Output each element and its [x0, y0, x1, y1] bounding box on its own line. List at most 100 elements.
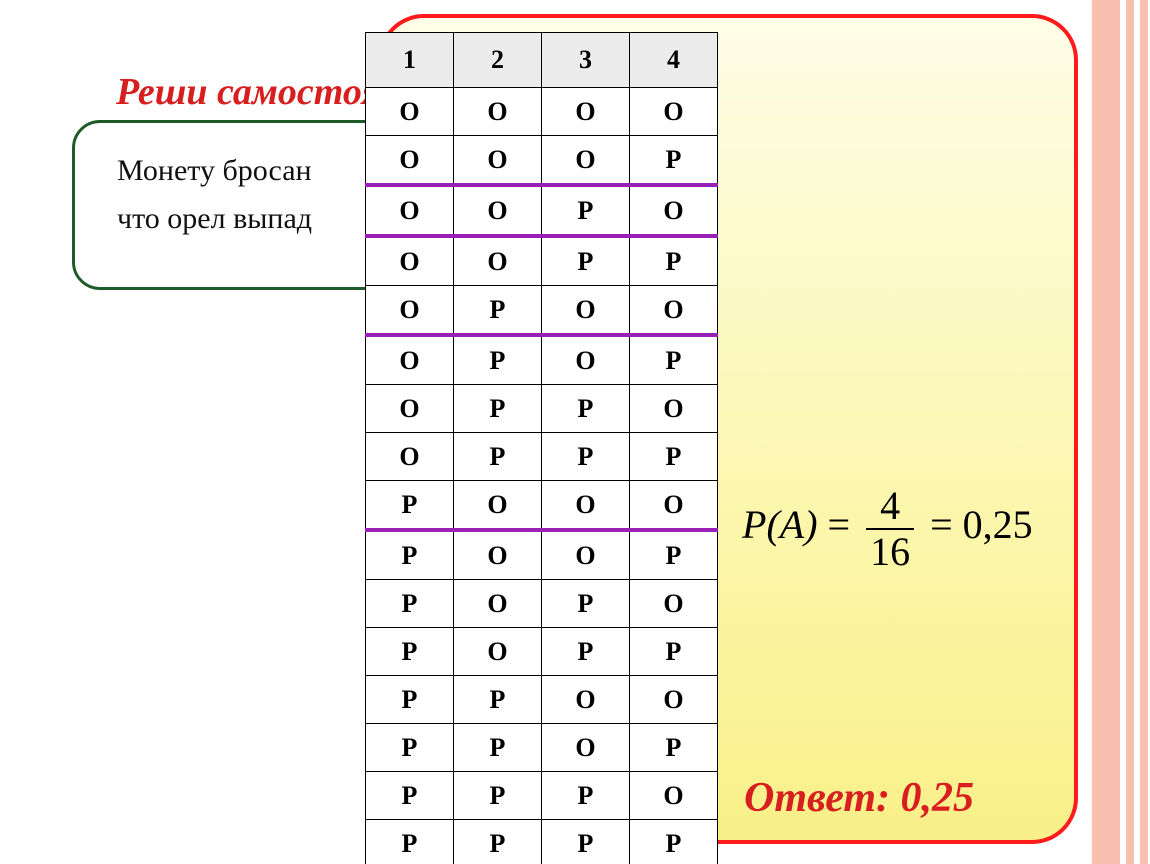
table-row: ООРР — [366, 236, 718, 286]
table-row: ОРРР — [366, 433, 718, 481]
table-cell: О — [454, 628, 542, 676]
table-cell: О — [542, 676, 630, 724]
answer-label: Ответ: 0,25 — [744, 774, 974, 822]
table-cell: Р — [542, 236, 630, 286]
table-cell: Р — [630, 335, 718, 385]
table-cell: О — [630, 88, 718, 136]
stripe-thin — [1140, 0, 1148, 864]
right-margin-stripes — [1092, 0, 1150, 864]
fraction: 4 16 — [866, 486, 914, 572]
table-cell: О — [366, 88, 454, 136]
table-row: РРОО — [366, 676, 718, 724]
table-row: ОРРО — [366, 385, 718, 433]
table-row: ОООО — [366, 88, 718, 136]
table-cell: О — [366, 385, 454, 433]
formula-result: 0,25 — [963, 502, 1033, 547]
table-cell: Р — [542, 433, 630, 481]
formula-lhs: P(A) — [742, 502, 828, 547]
stripe-bar — [1092, 0, 1120, 864]
table-cell: О — [454, 236, 542, 286]
table-cell: Р — [542, 185, 630, 236]
table-cell: О — [454, 185, 542, 236]
table-cell: О — [542, 88, 630, 136]
table-header-cell: 2 — [454, 33, 542, 88]
stripe-thin — [1126, 0, 1134, 864]
table-cell: Р — [542, 385, 630, 433]
table-cell: Р — [630, 724, 718, 772]
table-cell: О — [454, 580, 542, 628]
table-cell: Р — [454, 335, 542, 385]
table-cell: О — [630, 772, 718, 820]
table-cell: О — [630, 185, 718, 236]
table-cell: О — [630, 676, 718, 724]
equals-1: = — [828, 502, 861, 547]
table-cell: Р — [366, 481, 454, 531]
table-cell: Р — [454, 385, 542, 433]
table-cell: Р — [366, 530, 454, 580]
slide-stage: Монету бросан что орел выпад Реши самост… — [0, 0, 1150, 864]
table-cell: Р — [542, 772, 630, 820]
table-cell: О — [366, 335, 454, 385]
table-row: РООО — [366, 481, 718, 531]
outcome-table-wrap: 1234 ОООООООРООРОООРРОРОООРОРОРРООРРРРОО… — [365, 32, 718, 864]
table-cell: О — [542, 530, 630, 580]
table-row: ОРОР — [366, 335, 718, 385]
table-cell: Р — [366, 628, 454, 676]
table-header-cell: 4 — [630, 33, 718, 88]
table-cell: Р — [366, 724, 454, 772]
table-cell: О — [630, 385, 718, 433]
table-header-cell: 1 — [366, 33, 454, 88]
table-cell: О — [630, 286, 718, 336]
table-cell: О — [542, 136, 630, 186]
table-cell: О — [630, 580, 718, 628]
table-row: ООРО — [366, 185, 718, 236]
table-body: ОООООООРООРОООРРОРОООРОРОРРООРРРРОООРООР… — [366, 88, 718, 864]
table-cell: Р — [366, 676, 454, 724]
table-row: РООР — [366, 530, 718, 580]
table-cell: Р — [542, 820, 630, 864]
table-row: ОРОО — [366, 286, 718, 336]
probability-formula: P(A) = 4 16 = 0,25 — [742, 486, 1033, 572]
table-cell: О — [542, 286, 630, 336]
table-row: РОРО — [366, 580, 718, 628]
table-cell: О — [454, 481, 542, 531]
table-cell: О — [454, 530, 542, 580]
table-cell: Р — [630, 236, 718, 286]
fraction-numerator: 4 — [866, 486, 914, 528]
table-row: РРРО — [366, 772, 718, 820]
table-cell: О — [366, 433, 454, 481]
table-cell: О — [366, 286, 454, 336]
table-header-row: 1234 — [366, 33, 718, 88]
table-cell: О — [454, 88, 542, 136]
table-cell: Р — [454, 772, 542, 820]
table-cell: Р — [542, 628, 630, 676]
table-cell: О — [542, 335, 630, 385]
table-cell: О — [366, 136, 454, 186]
slide-title: Реши самостоя — [116, 70, 381, 114]
table-cell: Р — [454, 433, 542, 481]
table-cell: О — [542, 481, 630, 531]
table-header-cell: 3 — [542, 33, 630, 88]
fraction-denominator: 16 — [866, 530, 914, 572]
table-cell: Р — [366, 772, 454, 820]
table-cell: О — [366, 236, 454, 286]
table-cell: Р — [454, 676, 542, 724]
table-row: ОООР — [366, 136, 718, 186]
table-cell: Р — [366, 820, 454, 864]
table-cell: Р — [454, 724, 542, 772]
table-row: РРРР — [366, 820, 718, 864]
table-row: РОРР — [366, 628, 718, 676]
table-cell: Р — [630, 820, 718, 864]
table-cell: Р — [454, 820, 542, 864]
table-cell: Р — [630, 530, 718, 580]
table-cell: Р — [630, 433, 718, 481]
table-cell: О — [542, 724, 630, 772]
table-cell: О — [366, 185, 454, 236]
table-row: РРОР — [366, 724, 718, 772]
table-cell: Р — [630, 628, 718, 676]
equals-2: = — [930, 502, 963, 547]
table-cell: О — [454, 136, 542, 186]
table-cell: Р — [454, 286, 542, 336]
table-cell: О — [630, 481, 718, 531]
table-cell: Р — [630, 136, 718, 186]
